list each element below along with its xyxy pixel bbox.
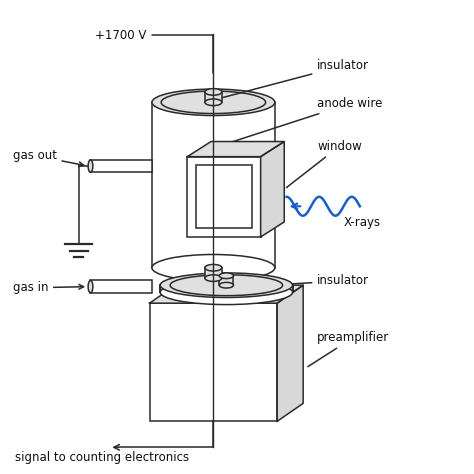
Ellipse shape bbox=[205, 89, 222, 95]
Ellipse shape bbox=[152, 89, 275, 116]
Text: gas in: gas in bbox=[12, 282, 83, 294]
Bar bbox=[196, 165, 252, 228]
Bar bbox=[152, 102, 275, 268]
Ellipse shape bbox=[160, 280, 292, 305]
Polygon shape bbox=[150, 285, 303, 303]
Bar bbox=[91, 160, 152, 172]
Ellipse shape bbox=[205, 264, 222, 271]
Text: insulator: insulator bbox=[234, 274, 369, 287]
Ellipse shape bbox=[88, 281, 93, 293]
Bar bbox=[150, 303, 277, 421]
Bar bbox=[187, 156, 261, 237]
Text: signal to counting electronics: signal to counting electronics bbox=[15, 452, 189, 465]
Text: X-rays: X-rays bbox=[343, 216, 381, 229]
Ellipse shape bbox=[205, 99, 222, 106]
Ellipse shape bbox=[205, 275, 222, 282]
Text: +1700 V: +1700 V bbox=[95, 28, 213, 73]
Ellipse shape bbox=[152, 255, 275, 281]
Polygon shape bbox=[187, 142, 284, 156]
Polygon shape bbox=[261, 142, 284, 237]
Bar bbox=[205, 92, 222, 102]
Ellipse shape bbox=[219, 273, 234, 279]
Bar bbox=[91, 281, 152, 293]
Bar bbox=[160, 285, 292, 292]
Text: insulator: insulator bbox=[222, 59, 369, 98]
Ellipse shape bbox=[88, 160, 93, 172]
Bar bbox=[219, 276, 234, 285]
Text: preamplifier: preamplifier bbox=[308, 331, 390, 367]
Ellipse shape bbox=[219, 283, 234, 288]
Text: gas out: gas out bbox=[12, 149, 84, 167]
Ellipse shape bbox=[160, 273, 292, 298]
Polygon shape bbox=[277, 285, 303, 421]
Bar bbox=[205, 268, 222, 278]
Text: anode wire: anode wire bbox=[219, 97, 383, 146]
Text: window: window bbox=[286, 139, 362, 188]
